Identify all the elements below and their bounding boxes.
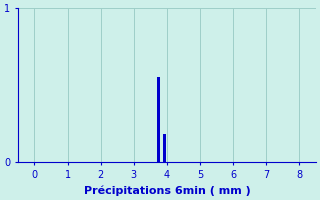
X-axis label: Précipitations 6min ( mm ): Précipitations 6min ( mm )	[84, 185, 250, 196]
Bar	[163, 134, 165, 162]
Bar	[157, 77, 160, 162]
